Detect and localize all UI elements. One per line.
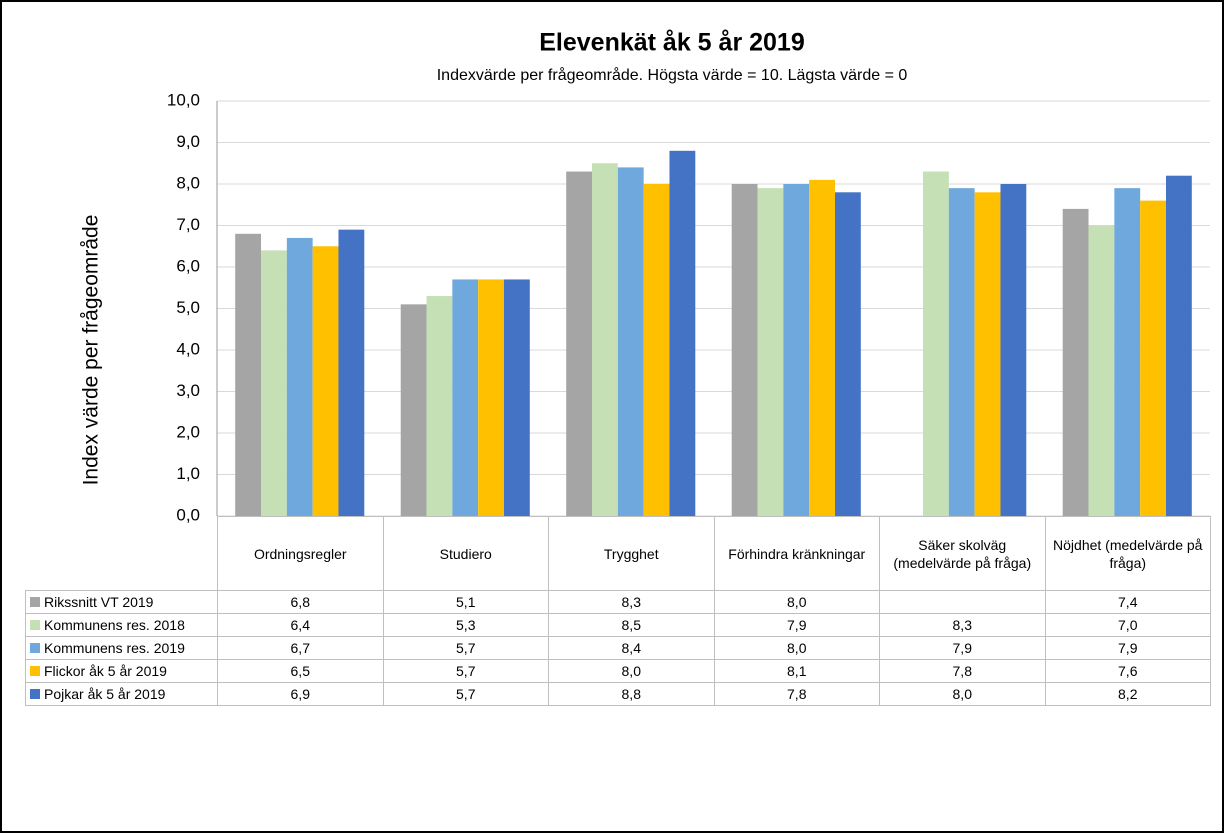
table-cell: 5,7: [382, 636, 549, 660]
bar: [426, 296, 453, 516]
legend-swatch: [30, 620, 40, 630]
table-cell: 5,1: [382, 590, 549, 614]
bar: [1088, 225, 1115, 516]
table-cell: 8,4: [548, 636, 715, 660]
category-header: Säker skolväg (medelvärde på fråga): [879, 516, 1046, 591]
bar: [235, 233, 262, 517]
table-cell: 6,7: [217, 636, 384, 660]
legend-label: Kommunens res. 2018: [44, 617, 185, 633]
table-cell: 8,0: [879, 682, 1046, 706]
y-tick-label: 6,0: [176, 256, 200, 275]
legend-entry: Pojkar åk 5 år 2019: [25, 682, 218, 706]
bar: [783, 184, 810, 516]
bar: [809, 179, 835, 516]
table-cell: 7,6: [1044, 659, 1211, 683]
table-cell: 6,9: [217, 682, 384, 706]
chart-title: Elevenkät åk 5 år 2019: [539, 29, 804, 57]
y-tick-label: 2,0: [176, 422, 200, 441]
table-cell: 8,1: [713, 659, 880, 683]
table-cell: 8,8: [548, 682, 715, 706]
table-cell: 8,0: [713, 636, 880, 660]
bar: [1062, 208, 1089, 516]
category-header: Förhindra kränkningar: [713, 516, 880, 591]
bar: [312, 246, 339, 516]
legend-entry: Kommunens res. 2018: [25, 613, 218, 637]
y-tick-label: 0,0: [176, 505, 200, 524]
legend-label: Flickor åk 5 år 2019: [44, 663, 167, 679]
table-cell: 7,9: [879, 636, 1046, 660]
y-tick-label: 10,0: [167, 90, 200, 109]
table-cell: 8,3: [879, 613, 1046, 637]
bar: [261, 250, 287, 516]
legend-label: Pojkar åk 5 år 2019: [44, 686, 166, 702]
legend-entry: Flickor åk 5 år 2019: [25, 659, 218, 683]
bar: [478, 279, 504, 516]
legend-label: Rikssnitt VT 2019: [44, 594, 154, 610]
table-cell: 5,3: [382, 613, 549, 637]
bar: [1140, 200, 1166, 516]
legend-swatch: [30, 643, 40, 653]
table-cell: 7,0: [1044, 613, 1211, 637]
y-tick-label: 7,0: [176, 215, 200, 234]
bar: [452, 279, 479, 516]
table-cell: 8,0: [548, 659, 715, 683]
legend-entry: Rikssnitt VT 2019: [25, 590, 218, 614]
bar: [592, 163, 618, 516]
table-cell: 7,9: [713, 613, 880, 637]
bar: [1000, 184, 1027, 516]
y-axis-title: Index värde per frågeområde: [80, 215, 103, 486]
y-tick-label: 9,0: [176, 132, 200, 151]
legend-swatch: [30, 666, 40, 676]
bar: [566, 171, 593, 517]
table-cell: 7,4: [1044, 590, 1211, 614]
table-cell: 6,5: [217, 659, 384, 683]
chart-subtitle: Indexvärde per frågeområde. Högsta värde…: [437, 66, 908, 84]
bar: [834, 192, 861, 517]
table-cell: [879, 590, 1046, 614]
legend-swatch: [30, 689, 40, 699]
bar: [731, 184, 758, 516]
bar: [617, 167, 644, 516]
table-cell: 7,9: [1044, 636, 1211, 660]
category-header: Ordningsregler: [217, 516, 384, 591]
table-cell: 7,8: [713, 682, 880, 706]
bar: [643, 184, 670, 516]
bar: [669, 150, 696, 517]
bar: [400, 304, 427, 516]
bar: [757, 188, 784, 516]
category-header: Studiero: [382, 516, 549, 591]
bar: [948, 188, 975, 516]
y-tick-label: 4,0: [176, 339, 200, 358]
table-cell: 7,8: [879, 659, 1046, 683]
table-cell: 8,0: [713, 590, 880, 614]
legend-label: Kommunens res. 2019: [44, 640, 185, 656]
table-cell: 8,5: [548, 613, 715, 637]
category-header: Trygghet: [548, 516, 715, 591]
bar: [338, 229, 365, 516]
bar: [286, 237, 313, 516]
table-cell: 8,2: [1044, 682, 1211, 706]
legend-entry: Kommunens res. 2019: [25, 636, 218, 660]
bar: [923, 171, 949, 517]
table-cell: 6,8: [217, 590, 384, 614]
category-header: Nöjdhet (medelvärde på fråga): [1044, 516, 1211, 591]
y-tick-label: 8,0: [176, 173, 200, 192]
table-cell: 6,4: [217, 613, 384, 637]
bar: [503, 279, 530, 516]
bar: [974, 192, 1001, 517]
legend-swatch: [30, 597, 40, 607]
table-cell: 5,7: [382, 682, 549, 706]
table-cell: 5,7: [382, 659, 549, 683]
y-tick-label: 5,0: [176, 298, 200, 317]
bar: [1165, 175, 1192, 516]
table-cell: 8,3: [548, 590, 715, 614]
bar: [1114, 188, 1141, 516]
y-tick-label: 1,0: [176, 464, 200, 483]
y-tick-label: 3,0: [176, 381, 200, 400]
